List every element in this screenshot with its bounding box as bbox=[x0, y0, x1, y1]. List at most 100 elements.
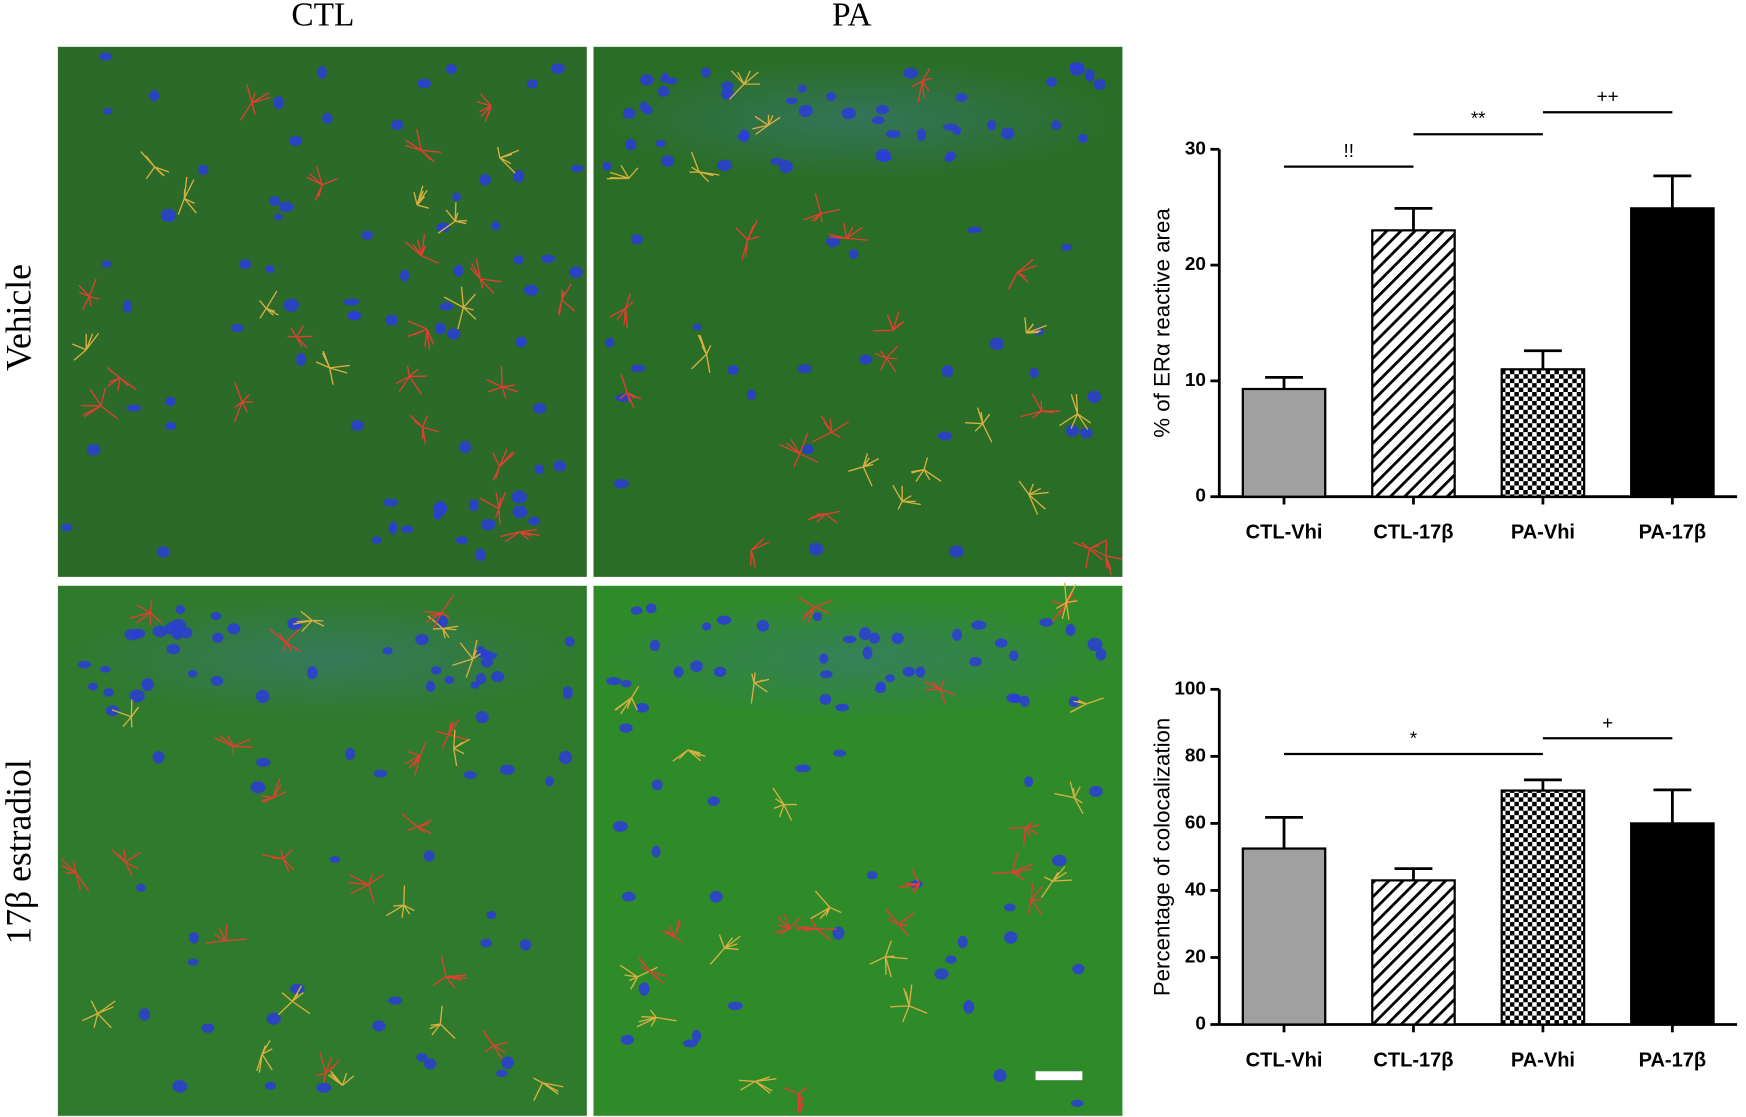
nucleus bbox=[957, 935, 968, 949]
nucleus bbox=[528, 516, 540, 526]
nucleus bbox=[99, 52, 113, 61]
nucleus bbox=[562, 686, 573, 700]
error-bar bbox=[1265, 815, 1303, 849]
nucleus bbox=[435, 615, 448, 629]
nucleus bbox=[152, 625, 168, 638]
astrocyte bbox=[1020, 393, 1061, 419]
nucleus bbox=[512, 169, 525, 183]
astrocyte bbox=[177, 176, 197, 215]
astrocyte bbox=[111, 848, 141, 877]
nucleus bbox=[1072, 963, 1085, 975]
nucleus bbox=[171, 629, 184, 640]
astrocyte bbox=[1027, 882, 1044, 915]
nucleus bbox=[1089, 785, 1103, 797]
nucleus bbox=[515, 336, 527, 348]
astrocyte bbox=[892, 484, 921, 510]
astrocyte bbox=[898, 869, 921, 894]
nucleus bbox=[635, 702, 649, 713]
astrocyte bbox=[1092, 541, 1123, 575]
nucleus bbox=[944, 155, 954, 163]
nucleus bbox=[945, 955, 957, 964]
micrographs bbox=[57, 46, 1123, 1116]
nucleus bbox=[691, 1029, 702, 1043]
nucleus bbox=[967, 226, 982, 234]
nucleus bbox=[434, 322, 446, 335]
nucleus bbox=[175, 604, 186, 615]
nucleus bbox=[425, 680, 436, 693]
nucleus bbox=[602, 161, 612, 172]
nucleus bbox=[833, 749, 847, 757]
astrocyte bbox=[750, 538, 770, 569]
nucleus bbox=[1084, 69, 1095, 82]
nucleus bbox=[417, 78, 432, 89]
nucleus bbox=[639, 101, 649, 113]
x-tick-label: CTL-Vhi bbox=[1246, 522, 1323, 544]
nucleus bbox=[479, 173, 491, 186]
astrocyte bbox=[407, 320, 435, 350]
nucleus bbox=[445, 63, 457, 75]
error-bar bbox=[1265, 376, 1303, 389]
nucleus bbox=[630, 234, 643, 245]
nucleus bbox=[444, 676, 455, 685]
nucleus bbox=[210, 612, 222, 620]
nucleus bbox=[615, 393, 631, 402]
nucleus bbox=[329, 855, 341, 863]
nucleus bbox=[250, 781, 266, 794]
nucleus bbox=[570, 164, 584, 173]
astrocyte bbox=[1041, 866, 1072, 898]
nucleus bbox=[1080, 427, 1093, 439]
nucleus bbox=[826, 92, 837, 102]
nucleus bbox=[721, 81, 734, 91]
astrocyte bbox=[735, 220, 760, 260]
nucleus bbox=[469, 499, 479, 512]
astrocyte bbox=[268, 628, 302, 653]
nucleus bbox=[819, 693, 832, 705]
bar-chart: 0 20 40 60 80 100 Percentage of colocalization… bbox=[1150, 678, 1738, 1072]
astrocyte bbox=[72, 332, 100, 361]
nucleus bbox=[620, 679, 632, 688]
nucleus bbox=[802, 444, 814, 455]
nucleus bbox=[160, 208, 177, 223]
nucleus bbox=[227, 623, 241, 635]
nucleus bbox=[620, 1034, 635, 1045]
nucleus bbox=[564, 636, 575, 647]
nucleus bbox=[692, 323, 703, 331]
nucleus bbox=[198, 164, 209, 176]
astrocyte bbox=[404, 234, 439, 264]
significance-label: * bbox=[1410, 729, 1418, 750]
nucleus bbox=[621, 891, 636, 902]
nucleus bbox=[78, 660, 91, 669]
astrocyte bbox=[869, 940, 908, 978]
nucleus bbox=[655, 140, 667, 148]
nucleus bbox=[99, 665, 111, 673]
x-tick-label: CTL-17β bbox=[1373, 522, 1453, 544]
nucleus bbox=[264, 1081, 277, 1090]
astrocyte bbox=[1018, 480, 1049, 515]
nucleus bbox=[728, 1001, 743, 1011]
nucleus bbox=[266, 1012, 281, 1025]
nucleus bbox=[480, 656, 493, 668]
nucleus bbox=[470, 681, 480, 689]
nucleus bbox=[400, 525, 414, 534]
nucleus bbox=[86, 444, 101, 456]
nucleus bbox=[709, 890, 723, 903]
nucleus bbox=[874, 684, 887, 694]
astrocyte bbox=[129, 598, 162, 626]
nucleus bbox=[322, 112, 333, 124]
nucleus bbox=[534, 464, 545, 475]
row-label: 17β estradiol bbox=[0, 759, 38, 944]
error-bar bbox=[1523, 778, 1562, 791]
nucleus bbox=[891, 632, 904, 645]
nucleus bbox=[716, 615, 732, 625]
nucleus bbox=[859, 354, 873, 365]
nucleus bbox=[373, 769, 388, 778]
astrocyte bbox=[436, 719, 469, 749]
nucleus bbox=[993, 1068, 1007, 1082]
nucleus bbox=[475, 673, 487, 685]
astrocyte bbox=[260, 777, 287, 804]
significance-label: !! bbox=[1343, 141, 1354, 162]
nucleus bbox=[423, 850, 435, 862]
nucleus bbox=[372, 1020, 386, 1032]
astrocyte bbox=[316, 1052, 340, 1084]
nucleus bbox=[700, 67, 711, 78]
